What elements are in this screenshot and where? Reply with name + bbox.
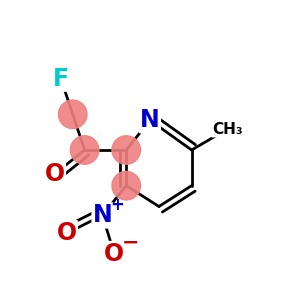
Text: O: O (104, 242, 124, 266)
Circle shape (112, 171, 140, 200)
Text: +: + (110, 196, 124, 214)
Text: O: O (57, 221, 77, 245)
Circle shape (70, 136, 99, 164)
Text: F: F (53, 67, 69, 91)
Circle shape (58, 100, 87, 129)
Text: −: − (122, 232, 140, 252)
Text: O: O (45, 162, 65, 186)
Text: CH₃: CH₃ (212, 122, 243, 137)
Text: N: N (93, 203, 112, 227)
Text: N: N (140, 108, 160, 132)
Circle shape (112, 136, 140, 164)
